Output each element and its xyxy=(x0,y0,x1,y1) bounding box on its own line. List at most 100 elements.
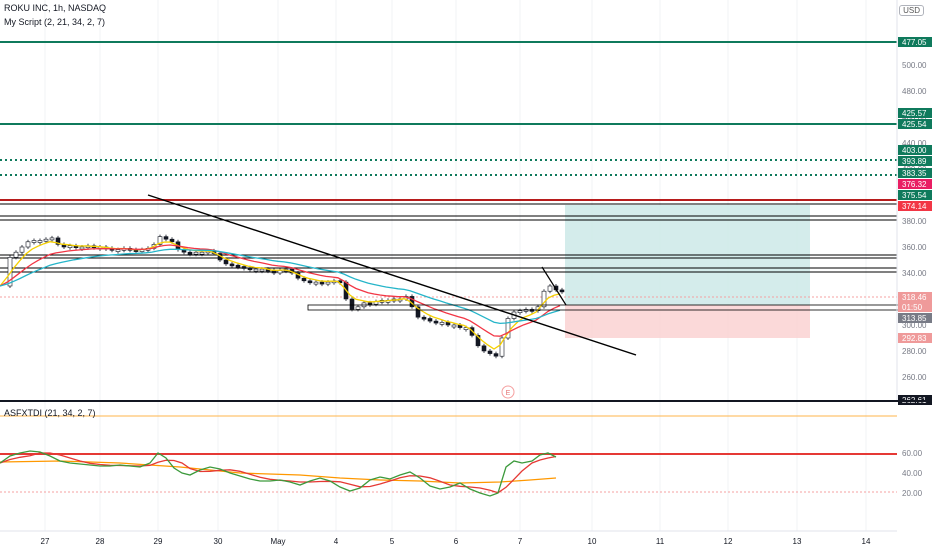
oscillator-pane[interactable]: 60.00 40.00 20.00 xyxy=(0,415,923,498)
time-axis-label: 29 xyxy=(154,537,163,546)
candle-body xyxy=(463,327,469,330)
candle-body xyxy=(313,281,319,285)
candle-body xyxy=(187,251,193,255)
price-label: 425.57 xyxy=(902,109,927,118)
price-label-bg xyxy=(898,302,932,312)
osc-tick-label: 20.00 xyxy=(902,489,923,498)
candle-body xyxy=(355,306,361,310)
candle-body xyxy=(55,237,61,245)
price-tick-label: 280.00 xyxy=(902,347,927,356)
price-tick-label: 340.00 xyxy=(902,269,927,278)
osc-green-line xyxy=(0,450,557,497)
price-label-bg xyxy=(898,201,932,211)
osc-tick-label: 40.00 xyxy=(902,469,923,478)
candle-body xyxy=(439,322,445,325)
price-label-bg xyxy=(898,145,932,155)
time-axis-label: 12 xyxy=(724,537,733,546)
price-label-bg xyxy=(898,37,932,47)
osc-tick-label: 60.00 xyxy=(902,449,923,458)
candle-body xyxy=(307,280,313,284)
price-tick-label: 300.00 xyxy=(902,321,927,330)
symbol-title[interactable]: ROKU INC, 1h, NASDAQ xyxy=(4,3,107,13)
candle-body xyxy=(193,251,199,255)
price-label-bg xyxy=(898,292,932,302)
candle-body xyxy=(163,236,169,240)
candle-body xyxy=(67,245,73,248)
price-label: 375.54 xyxy=(902,191,927,200)
trendlines[interactable] xyxy=(147,194,932,356)
script-title[interactable]: My Script (2, 21, 34, 2, 7) xyxy=(4,17,106,27)
price-label: 403.00 xyxy=(902,146,927,155)
price-label: 383.35 xyxy=(902,169,927,178)
candle-body xyxy=(259,268,265,272)
candle-body xyxy=(499,337,505,357)
candle-body xyxy=(49,237,55,241)
price-label: 376.32 xyxy=(902,180,927,189)
candle-body xyxy=(169,238,175,243)
earnings-event-label: E xyxy=(506,390,511,397)
price-label-bg xyxy=(898,168,932,178)
candle-body xyxy=(199,251,205,255)
oscillator-title[interactable]: ASFXTDI (21, 34, 2, 7) xyxy=(4,408,96,418)
time-axis-label: 11 xyxy=(656,537,665,546)
price-label-bg xyxy=(898,156,932,166)
price-label-bg xyxy=(898,119,932,129)
price-label-bg xyxy=(898,333,932,343)
price-tick-label: 260.00 xyxy=(902,373,927,382)
moving-averages xyxy=(0,241,561,350)
time-axis-label: 28 xyxy=(96,537,105,546)
candle-body xyxy=(37,240,43,243)
currency-button[interactable]: USD xyxy=(899,5,924,16)
candle-body xyxy=(505,318,511,339)
time-axis-label: 10 xyxy=(588,537,597,546)
time-axis-label: 13 xyxy=(793,537,802,546)
candle-body xyxy=(433,320,439,324)
price-label-bg xyxy=(898,313,932,323)
time-axis-label: 5 xyxy=(390,537,395,546)
price-tick-label: 500.00 xyxy=(902,61,927,70)
candle-body xyxy=(115,249,121,252)
price-label: 393.89 xyxy=(902,157,927,166)
candle-body xyxy=(427,318,433,322)
price-label: 374.14 xyxy=(902,202,927,211)
candle-body xyxy=(25,241,31,248)
candle-body xyxy=(451,324,457,328)
candle-body xyxy=(223,259,229,265)
price-tick-label: 360.00 xyxy=(902,243,927,252)
candle-body xyxy=(13,251,19,258)
time-axis-label: May xyxy=(270,537,285,546)
price-label: 477.05 xyxy=(902,38,927,47)
candle-body xyxy=(445,322,451,326)
time-axis-label: 6 xyxy=(454,537,459,546)
price-label: 01:50 xyxy=(902,303,923,312)
price-tick-label: 380.00 xyxy=(902,217,927,226)
stop-zone[interactable] xyxy=(565,305,810,338)
candle-body xyxy=(421,316,427,320)
candle-body xyxy=(547,285,553,292)
price-label: 292.83 xyxy=(902,334,927,343)
ema-fast-line xyxy=(0,241,561,350)
horizontal-levels[interactable] xyxy=(0,41,897,298)
time-axis-label: 27 xyxy=(41,537,50,546)
time-axis-label: 7 xyxy=(518,537,523,546)
candle-body xyxy=(475,335,481,347)
candle-body xyxy=(517,310,523,314)
price-axis[interactable]: 500.00480.00460.00440.00420.00400.00380.… xyxy=(896,0,932,405)
candle-body xyxy=(301,277,307,282)
candle-body xyxy=(7,257,13,287)
candle-body xyxy=(43,238,49,242)
candle-body xyxy=(19,246,25,253)
short-trendline[interactable] xyxy=(541,266,567,306)
candle-body xyxy=(253,268,259,272)
time-axis-label: 4 xyxy=(334,537,339,546)
descending-trendline[interactable] xyxy=(147,194,637,356)
candle-body xyxy=(31,240,37,243)
time-axis[interactable]: 27 28 29 30 May 4 5 6 7 10 11 12 13 14 xyxy=(41,537,871,546)
candle-body xyxy=(79,246,85,250)
price-tick-label: 480.00 xyxy=(902,87,927,96)
candle-body xyxy=(319,281,325,285)
earnings-event-marker[interactable]: E xyxy=(501,385,515,399)
candle-body xyxy=(481,345,487,352)
